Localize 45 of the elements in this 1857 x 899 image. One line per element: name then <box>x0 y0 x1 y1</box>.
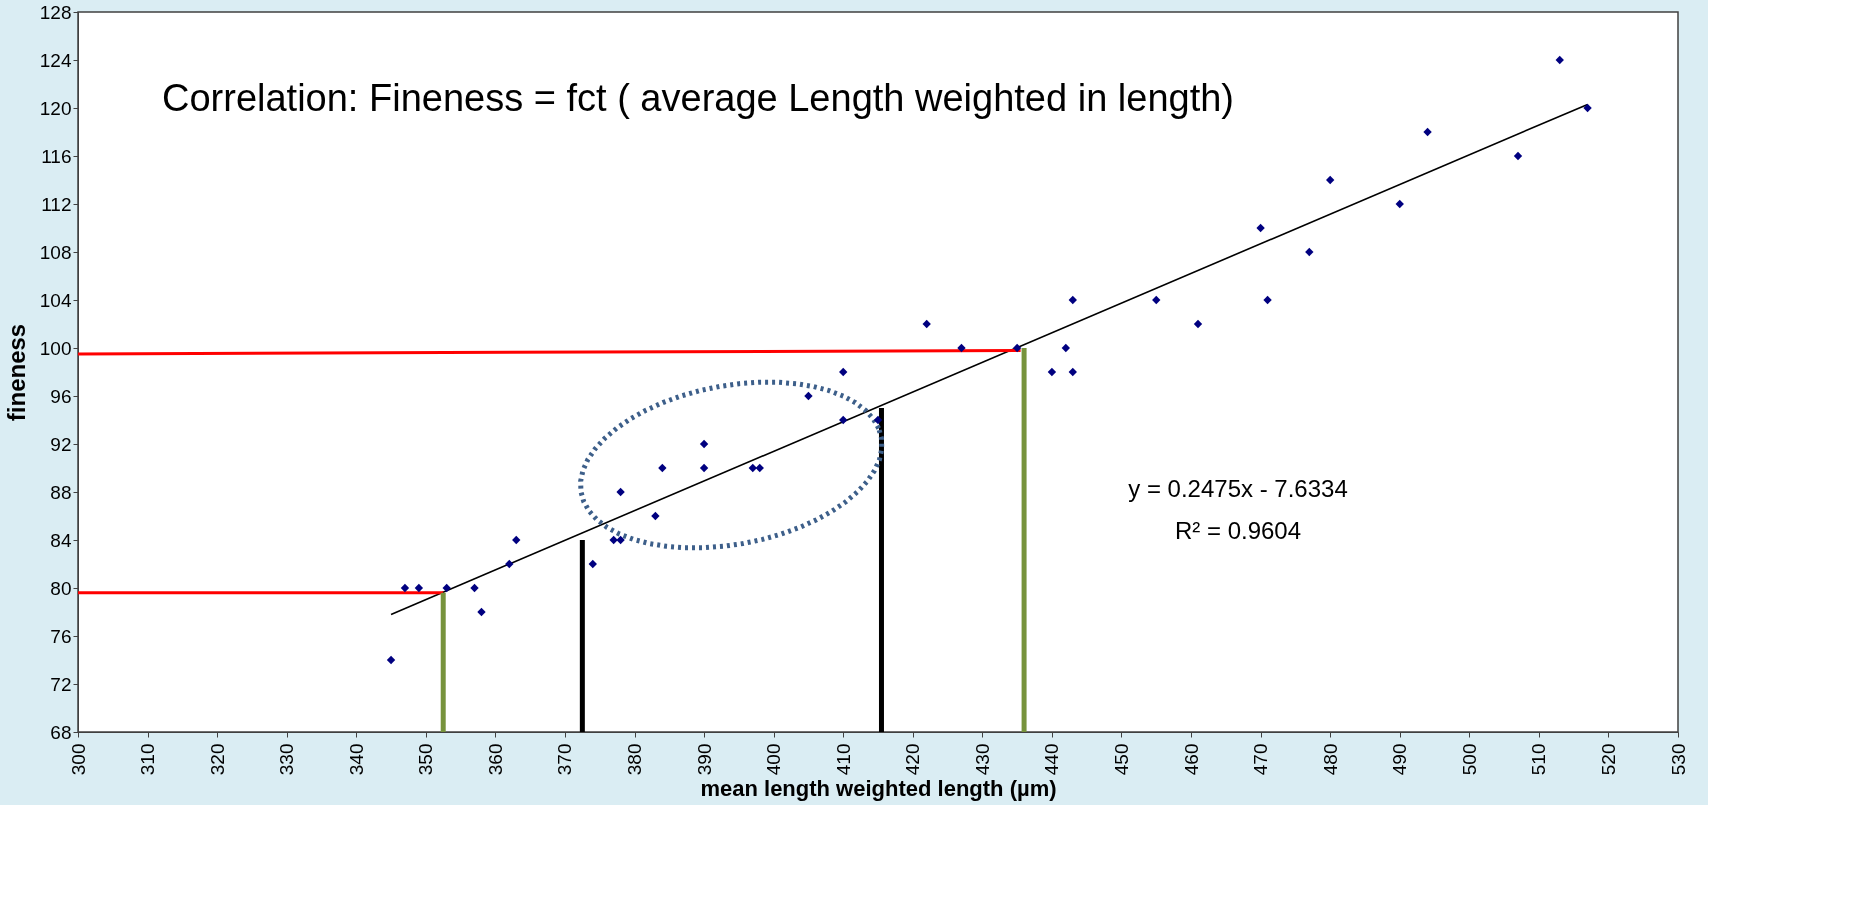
x-tick-label: 300 <box>67 743 89 776</box>
y-tick-label: 76 <box>50 625 72 647</box>
x-tick-label: 420 <box>902 743 924 776</box>
x-tick-label: 400 <box>763 743 785 776</box>
x-tick-label: 520 <box>1597 743 1619 776</box>
x-axis-title: mean length weighted length (µm) <box>700 776 1057 802</box>
y-tick-label: 68 <box>50 721 72 743</box>
x-tick-label: 510 <box>1528 743 1550 776</box>
x-tick-label: 430 <box>971 743 993 776</box>
annotation: R² = 0.9604 <box>1174 517 1302 544</box>
x-tick-label: 390 <box>693 743 715 776</box>
y-tick-label: 104 <box>39 289 72 311</box>
x-tick-label: 410 <box>832 743 854 776</box>
text: Correlation: Fineness = fct ( average Length weighted in length) <box>162 77 1235 119</box>
x-tick-label: 310 <box>137 743 159 776</box>
y-tick-label: 116 <box>41 145 72 167</box>
y-tick-label: 72 <box>50 673 72 695</box>
x-tick-label: 370 <box>554 743 576 776</box>
x-tick-label: 360 <box>484 743 506 776</box>
x-tick-label: 380 <box>624 743 646 776</box>
x-tick-label: 470 <box>1250 743 1272 776</box>
y-tick-label: 84 <box>50 529 72 551</box>
x-tick-label: 320 <box>206 743 228 776</box>
y-tick-label: 80 <box>50 577 72 599</box>
x-tick-label: 460 <box>1180 743 1202 776</box>
y-tick-label: 108 <box>39 241 72 263</box>
x-tick-label: 490 <box>1389 743 1411 776</box>
x-tick-label: 530 <box>1667 743 1689 776</box>
x-tick-label: 350 <box>415 743 437 776</box>
y-tick-label: 112 <box>41 193 72 215</box>
annotation: y = 0.2475x - 7.6334 <box>1128 475 1348 502</box>
x-tick-label: 480 <box>1319 743 1341 776</box>
y-tick-label: 100 <box>39 337 72 359</box>
y-tick-label: 88 <box>50 481 72 503</box>
y-tick-label: 120 <box>39 97 72 119</box>
x-tick-label: 450 <box>1110 743 1132 776</box>
y-tick-label: 96 <box>50 385 72 407</box>
x-tick-label: 340 <box>345 743 367 776</box>
x-tick-label: 440 <box>1041 743 1063 776</box>
y-tick-label: 92 <box>50 433 72 455</box>
y-tick-label: 124 <box>39 49 72 71</box>
x-tick-label: 330 <box>276 743 298 776</box>
y-tick-label: 128 <box>39 1 72 23</box>
y-axis-title: fineness <box>2 323 30 422</box>
x-tick-label: 500 <box>1458 743 1480 776</box>
